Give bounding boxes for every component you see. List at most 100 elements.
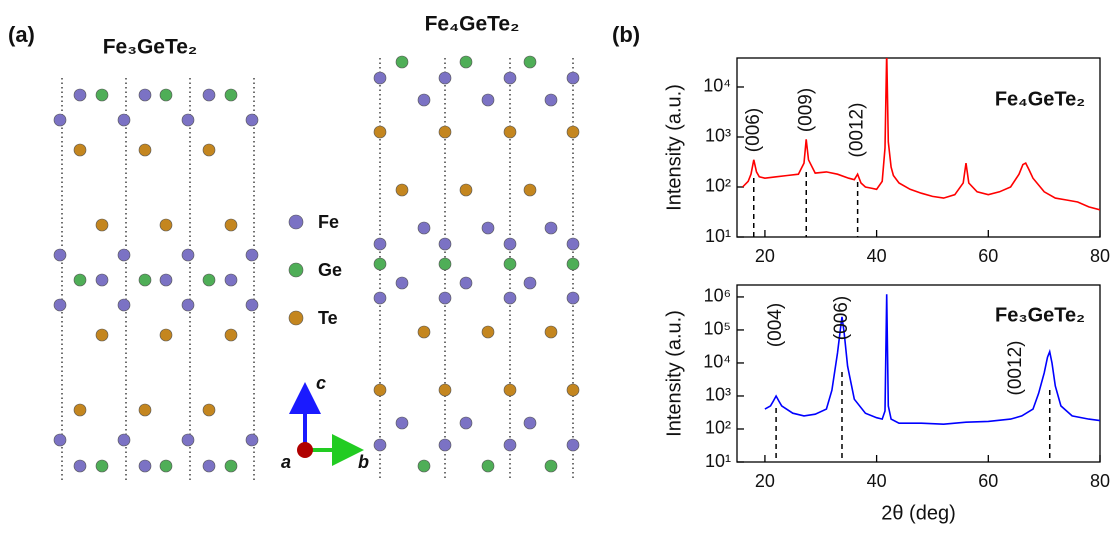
x-axis-label: 2θ (deg) (881, 502, 956, 524)
atom (73, 88, 87, 102)
atom (459, 183, 473, 197)
y-tick-label: 10⁴ (703, 352, 731, 372)
atom (566, 383, 580, 397)
atom (503, 257, 517, 271)
peak-label: (0012) (847, 103, 868, 158)
atom (566, 237, 580, 251)
atom (95, 273, 109, 287)
xrd-trace (764, 294, 1100, 426)
atom (523, 276, 537, 290)
plot-frame (736, 284, 1101, 463)
atom (202, 273, 216, 287)
atom (503, 383, 517, 397)
atom (53, 113, 67, 127)
atom (503, 438, 517, 452)
atom (159, 88, 173, 102)
atom (481, 93, 495, 107)
atom (181, 113, 195, 127)
atom (373, 125, 387, 139)
atom (95, 88, 109, 102)
atom (159, 273, 173, 287)
atom (566, 438, 580, 452)
atom (438, 257, 452, 271)
atom (95, 328, 109, 342)
atom (181, 433, 195, 447)
atom (224, 88, 238, 102)
atom (159, 328, 173, 342)
structure-title: Fe₃GeTe₂ (103, 36, 198, 59)
x-tick-label: 80 (1090, 471, 1110, 491)
atom (73, 143, 87, 157)
atom (181, 248, 195, 262)
peak-label: (006) (743, 108, 764, 152)
y-axis-label: Intensity (a.u.) (663, 310, 685, 437)
atom (566, 257, 580, 271)
atom (159, 218, 173, 232)
plot-frame (736, 57, 1101, 238)
atom (95, 218, 109, 232)
atom (395, 183, 409, 197)
atom (523, 183, 537, 197)
atom (53, 433, 67, 447)
atom (395, 416, 409, 430)
atom (73, 459, 87, 473)
atom (202, 143, 216, 157)
atom (224, 328, 238, 342)
x-tick-label: 80 (1090, 246, 1110, 266)
atom (459, 276, 473, 290)
atom (438, 291, 452, 305)
legend-swatch (288, 310, 304, 326)
atom (245, 433, 259, 447)
atom (395, 55, 409, 69)
atom (503, 125, 517, 139)
y-axis-label: Intensity (a.u.) (663, 84, 685, 211)
atom (224, 459, 238, 473)
atom (373, 257, 387, 271)
peak-label: (004) (765, 303, 786, 347)
atom (523, 55, 537, 69)
atom (544, 325, 558, 339)
y-tick-label: 10⁴ (703, 76, 731, 96)
atom (245, 248, 259, 262)
y-tick-label: 10² (705, 418, 731, 438)
atom (438, 237, 452, 251)
atom (544, 93, 558, 107)
atom (417, 325, 431, 339)
x-tick-label: 20 (755, 246, 775, 266)
atom (202, 459, 216, 473)
sample-label: Fe₃GeTe₂ (995, 304, 1085, 326)
atom (544, 459, 558, 473)
x-tick-label: 40 (867, 246, 887, 266)
atom (245, 113, 259, 127)
atom (566, 291, 580, 305)
atom (117, 298, 131, 312)
atom (481, 459, 495, 473)
legend-label: Ge (318, 260, 342, 280)
sample-label: Fe₄GeTe₂ (995, 88, 1085, 110)
atom (202, 403, 216, 417)
atom (138, 143, 152, 157)
x-tick-label: 40 (867, 471, 887, 491)
atom (503, 71, 517, 85)
peak-label: (009) (795, 88, 816, 132)
atom (117, 248, 131, 262)
structure-title: Fe₄GeTe₂ (425, 13, 520, 36)
atom (373, 237, 387, 251)
atom (566, 125, 580, 139)
x-tick-label: 60 (978, 246, 998, 266)
y-tick-label: 10¹ (705, 226, 731, 246)
legend-label: Te (318, 308, 338, 328)
atom (138, 459, 152, 473)
atom (417, 221, 431, 235)
y-tick-label: 10¹ (705, 451, 731, 471)
panel-label: (b) (612, 22, 640, 47)
atom (417, 93, 431, 107)
axis-label: c (316, 373, 326, 393)
atom (523, 416, 537, 430)
atom (138, 88, 152, 102)
peak-label: (006) (831, 296, 852, 340)
atom (245, 298, 259, 312)
atom (138, 273, 152, 287)
atom (138, 403, 152, 417)
atom (73, 403, 87, 417)
